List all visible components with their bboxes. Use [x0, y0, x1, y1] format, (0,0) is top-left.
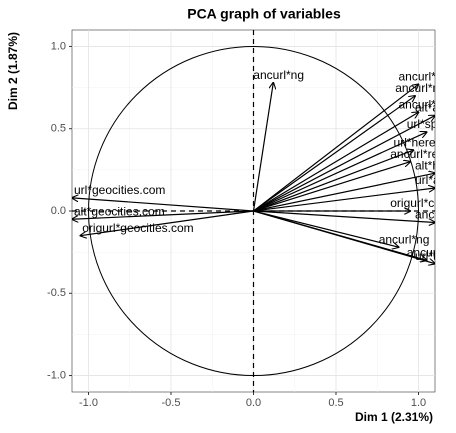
- y-tick-label: -0.5: [47, 287, 66, 299]
- variable-arrow: [253, 84, 419, 212]
- variable-arrow: [253, 173, 435, 212]
- x-axis-label: Dim 1 (2.31%): [355, 410, 433, 424]
- variable-label: ancurl*red: [395, 81, 450, 95]
- variable-label: ancurl*ng: [379, 232, 430, 246]
- y-tick-label: 1.0: [51, 40, 66, 52]
- y-tick-label: 0.5: [51, 123, 66, 135]
- variable-arrow: [253, 132, 427, 212]
- variable-arrow: [253, 162, 411, 212]
- y-tick-label: 0.0: [51, 205, 66, 217]
- x-tick-label: -0.5: [162, 397, 181, 409]
- variable-arrow: [252, 83, 274, 212]
- variable-label: ancurl*redirect: [390, 147, 456, 161]
- variable-label: origurl*geocities.com: [82, 221, 193, 235]
- variable-label: url*ads: [415, 173, 452, 187]
- variable-label: url*sponsored: [407, 117, 456, 131]
- variable-label: ancurl*net: [407, 246, 456, 260]
- variable-label: ancurl*click+runofs: [399, 97, 456, 111]
- variable-arrow: [253, 116, 435, 212]
- x-tick-label: 0.0: [246, 397, 261, 409]
- variable-arrow: [253, 188, 435, 212]
- variable-label: url*geocities.com: [74, 183, 165, 197]
- variable-label: ancurl*ng: [253, 68, 304, 82]
- variable-arrow: [72, 198, 254, 212]
- variable-arrow: [253, 210, 435, 223]
- variable-label: alt*geocities.com: [74, 204, 165, 218]
- variable-arrow: [253, 112, 419, 212]
- variable-arrow: [253, 96, 416, 212]
- variable-arrow: [80, 210, 254, 236]
- variable-label: origurl*congoo: [390, 196, 456, 210]
- variable-label: url*tag: [415, 249, 450, 263]
- y-axis-label: Dim 2 (1.87%): [6, 32, 20, 110]
- y-tick-label: -1.0: [47, 369, 66, 381]
- variable-arrow: [253, 210, 399, 247]
- variable-label: url*here: [394, 135, 436, 149]
- variable-arrow: [72, 210, 254, 219]
- x-tick-label: -1.0: [79, 397, 98, 409]
- x-tick-label: 0.5: [328, 397, 343, 409]
- x-tick-label: 1.0: [411, 397, 426, 409]
- variable-label: ancurl*com: [399, 69, 456, 83]
- variable-label: ancurl*lus: [415, 208, 456, 222]
- variable-arrow: [253, 210, 435, 264]
- variable-label: alt*ad.co: [415, 101, 456, 115]
- chart-title: PCA graph of variables: [187, 6, 341, 22]
- variable-label: alt*home.co: [415, 158, 456, 172]
- variable-arrow: [253, 150, 414, 212]
